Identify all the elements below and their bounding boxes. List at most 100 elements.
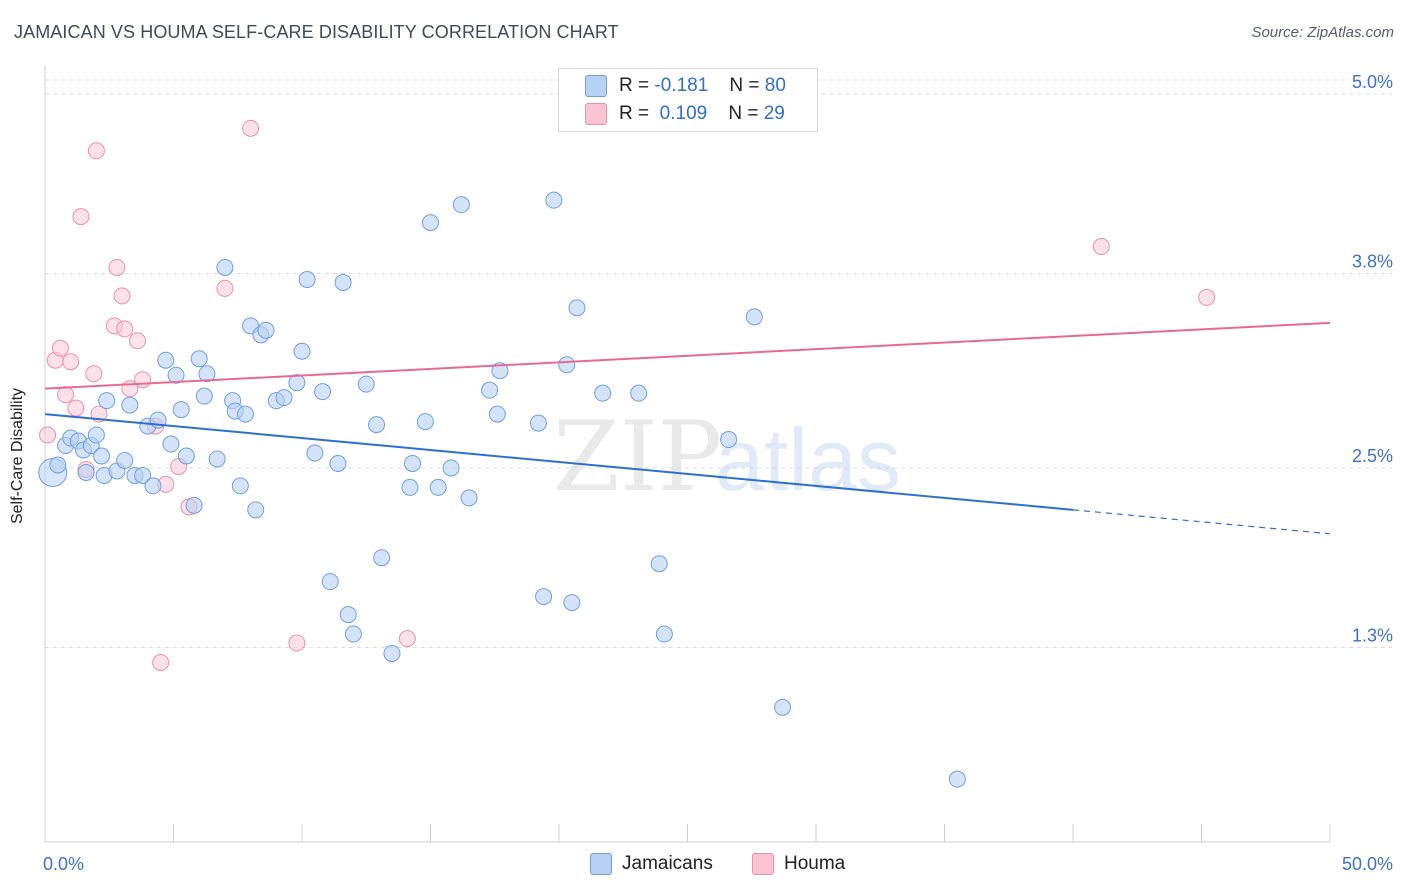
jamaicans-point [257, 321, 275, 339]
houma-point [85, 365, 103, 383]
y-tick-label: 3.8% [1352, 251, 1393, 271]
jamaicans-point [452, 196, 470, 214]
houma-point [116, 320, 134, 338]
legend-r-label-pink: R = [619, 103, 650, 124]
houma-point [1092, 238, 1110, 256]
jamaicans-point [488, 405, 506, 423]
houma-point [216, 279, 234, 297]
jamaicans-point [344, 625, 362, 643]
jamaicans-point [422, 214, 439, 232]
x-tick-label: 50.0% [1342, 854, 1393, 874]
houma-point [288, 634, 306, 652]
jamaicans-trend-line [44, 413, 1074, 511]
jamaicans-point [293, 342, 311, 360]
jamaicans-point [185, 496, 203, 514]
houma-point [87, 142, 105, 160]
houma-point [1198, 288, 1216, 306]
watermark-zip: ZIP [553, 401, 722, 513]
jamaicans-point [545, 191, 563, 209]
jamaicans-point [157, 351, 175, 369]
jamaicans-point [460, 489, 478, 507]
jamaicans-point [195, 387, 213, 405]
chart-title: JAMAICAN VS HOUMA SELF-CARE DISABILITY C… [14, 22, 619, 42]
jamaicans-point [306, 444, 324, 462]
houma-points [39, 119, 1216, 671]
axes [44, 66, 1331, 843]
y-tick-label: 1.3% [1352, 626, 1393, 646]
jamaicans-point [481, 381, 499, 399]
jamaicans-point [93, 447, 111, 465]
jamaicans-point [334, 273, 352, 291]
houma-point [398, 630, 416, 648]
houma-point [72, 208, 90, 226]
jamaicans-point [177, 447, 195, 465]
houma-point [57, 386, 75, 404]
houma-point [67, 399, 85, 417]
y-axis-label: Self-Care Disability [9, 387, 26, 525]
jamaicans-point [720, 431, 738, 449]
jamaicans-point [383, 644, 401, 662]
series-legend-houma: Houma [752, 852, 845, 876]
legend-row-houma: R = 0.109 N = 29 [585, 102, 785, 126]
jamaicans-point [329, 454, 347, 472]
legend-row-jamaicans: R = -0.181 N = 80 [585, 74, 786, 98]
jamaicans-point [247, 501, 265, 519]
jamaicans-point [339, 606, 357, 624]
houma-point [113, 287, 131, 305]
houma-point [108, 258, 126, 276]
jamaicans-point [563, 594, 581, 612]
jamaicans-point [172, 401, 190, 419]
jamaicans-point [650, 555, 668, 573]
jamaicans-point [134, 466, 152, 484]
houma-point [129, 332, 147, 350]
series-label-houma: Houma [784, 853, 846, 874]
jamaicans-point [275, 389, 293, 407]
series-label-jamaicans: Jamaicans [622, 853, 713, 874]
legend-swatch-blue [585, 75, 607, 97]
jamaicans-trend-extension [1072, 509, 1331, 535]
jamaicans-point [208, 450, 226, 468]
jamaicans-point [442, 459, 460, 477]
jamaicans-point [357, 375, 375, 393]
jamaicans-point [190, 350, 208, 368]
jamaicans-point [321, 573, 339, 591]
series-swatch-jamaicans [590, 853, 612, 875]
houma-point [134, 371, 152, 389]
jamaicans-point [162, 435, 180, 453]
jamaicans-point [745, 308, 763, 326]
jamaicans-point [288, 374, 306, 392]
x-tick-label: 0.0% [43, 854, 84, 874]
jamaicans-point [568, 299, 586, 317]
legend-r-label-blue: R = [619, 75, 650, 96]
houma-point [51, 339, 69, 357]
legend-r-value-pink: 0.109 [659, 103, 708, 124]
jamaicans-point [630, 384, 648, 402]
jamaicans-point [144, 477, 162, 495]
legend-n-label-blue: N = [729, 75, 760, 96]
y-tick-label: 5.0% [1352, 72, 1393, 92]
houma-point [62, 353, 80, 371]
jamaicans-point [558, 356, 576, 374]
jamaicans-point [655, 625, 673, 643]
jamaicans-point [948, 770, 966, 788]
jamaicans-point [429, 478, 447, 496]
tick-labels: 1.3% 2.5% 3.8% 5.0% 0.0% 50.0% [43, 72, 1393, 874]
jamaicans-point [529, 414, 547, 432]
jamaicans-point [298, 270, 316, 288]
series-legend-jamaicans: Jamaicans [590, 852, 713, 876]
jamaicans-point [216, 258, 234, 276]
jamaicans-points [38, 191, 966, 788]
watermark-atlas: atlas [715, 410, 901, 509]
legend-n-label-pink: N = [728, 103, 759, 124]
trend-lines [44, 321, 1331, 535]
legend-n-value-pink: 29 [763, 103, 785, 124]
jamaicans-point [491, 362, 509, 380]
grid-lines [45, 79, 1392, 648]
jamaicans-point [373, 549, 391, 567]
houma-trend-line [44, 321, 1331, 390]
jamaicans-point [535, 588, 553, 606]
jamaicans-point [368, 416, 386, 434]
jamaicans-point [98, 392, 116, 410]
correlation-legend: R = -0.181 N = 80 R = 0.109 N = 29 [558, 68, 818, 132]
